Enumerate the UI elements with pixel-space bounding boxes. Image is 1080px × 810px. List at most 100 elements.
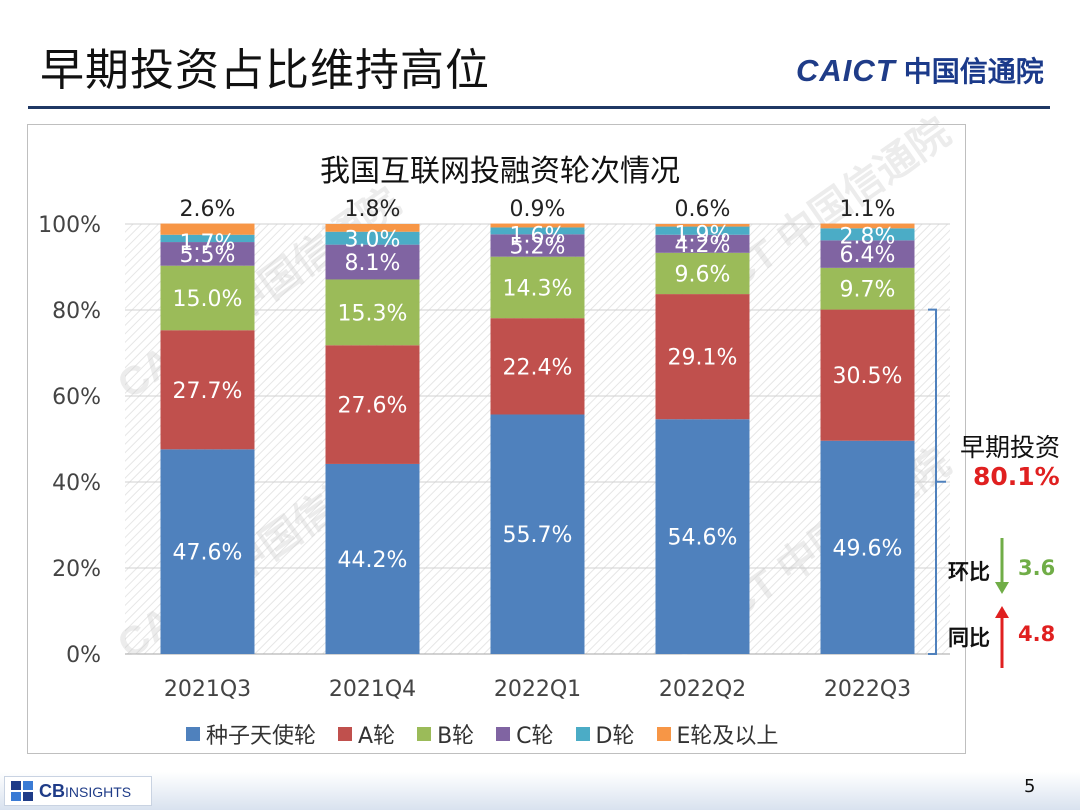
- cb-insights-mark-icon: [11, 781, 35, 801]
- cb-insights-logo: CBINSIGHTS: [4, 776, 152, 806]
- bar-segment: [490, 318, 585, 415]
- data-label: 5.2%: [510, 235, 566, 260]
- data-label: 9.6%: [675, 262, 731, 287]
- data-label: 30.5%: [833, 364, 903, 389]
- logo-text-en: CAICT: [796, 53, 896, 88]
- bar-segment: [820, 309, 915, 441]
- yoy-label: 同比: [948, 626, 990, 650]
- data-label: 1.7%: [180, 231, 236, 256]
- bar-segment: [160, 330, 255, 450]
- chart-title: 我国互联网投融资轮次情况: [320, 154, 680, 189]
- bar-segment: [490, 227, 585, 235]
- data-label: 44.2%: [338, 548, 408, 573]
- legend-label: A轮: [358, 724, 396, 749]
- data-label: 1.9%: [675, 223, 731, 248]
- data-label: 15.3%: [338, 301, 408, 326]
- legend-label: 种子天使轮: [206, 724, 317, 749]
- cb-insights-brand-suffix: INSIGHTS: [65, 783, 132, 800]
- cb-insights-text: CBINSIGHTS: [39, 781, 131, 802]
- legend-item: C轮: [496, 718, 554, 750]
- cb-insights-brand: CB: [39, 780, 65, 801]
- legend-label: E轮及以上: [676, 724, 779, 749]
- data-label: 14.3%: [503, 276, 573, 301]
- data-label: 8.1%: [345, 251, 401, 276]
- x-tick-label: 2022Q1: [494, 677, 581, 702]
- y-tick-label: 20%: [52, 557, 101, 582]
- y-tick-label: 60%: [52, 385, 101, 410]
- legend-swatch: [338, 727, 353, 741]
- bar-segment: [820, 223, 915, 229]
- data-label: 1.1%: [840, 197, 896, 222]
- bar-segment: [655, 234, 750, 253]
- bar-segment: [820, 440, 915, 654]
- bar-segment: [160, 234, 255, 243]
- y-tick-label: 80%: [52, 299, 101, 324]
- bar-segment: [655, 224, 750, 227]
- early-investment-bracket: [928, 308, 946, 655]
- y-tick-label: 40%: [52, 471, 101, 496]
- bar-segment: [490, 256, 585, 319]
- bar-segment: [160, 242, 255, 266]
- legend-label: B轮: [437, 724, 475, 749]
- footer-band: [0, 772, 1080, 810]
- legend-swatch: [417, 727, 432, 741]
- bar-segment: [325, 463, 420, 654]
- data-label: 27.7%: [173, 379, 243, 404]
- yoy-up-arrow-head-icon: [995, 606, 1009, 618]
- logo-text-cn: 中国信通院: [903, 56, 1044, 87]
- legend-label: C轮: [516, 724, 554, 749]
- data-label: 5.5%: [180, 243, 236, 268]
- bar-segment: [490, 223, 585, 228]
- title-divider: [28, 106, 1050, 109]
- bar-segment: [325, 279, 420, 346]
- qoq-label: 环比: [948, 560, 990, 584]
- data-label: 55.7%: [503, 523, 573, 548]
- x-tick-label: 2021Q4: [329, 677, 416, 702]
- data-label: 1.6%: [510, 223, 566, 248]
- bar-segment: [655, 294, 750, 420]
- bar-segment: [160, 265, 255, 331]
- y-tick-label: 0%: [66, 643, 101, 668]
- legend-item: 种子天使轮: [186, 718, 316, 750]
- data-label: 4.2%: [675, 233, 731, 258]
- bar-segment: [655, 226, 750, 235]
- legend-swatch: [186, 727, 200, 741]
- legend-swatch: [575, 727, 590, 741]
- data-label: 3.0%: [345, 228, 401, 253]
- bar-segment: [490, 234, 585, 257]
- bar-segment: [325, 231, 420, 245]
- legend-swatch: [496, 727, 511, 741]
- bar-segment: [820, 228, 915, 241]
- legend-item: E轮及以上: [656, 718, 779, 750]
- y-tick-label: 100%: [38, 213, 101, 238]
- data-label: 15.0%: [173, 287, 243, 312]
- bar-segment: [655, 419, 750, 654]
- early-investment-label: 早期投资: [960, 433, 1061, 462]
- bar-segment: [490, 414, 585, 654]
- data-label: 27.6%: [338, 394, 408, 419]
- yoy-value: 4.8: [1018, 622, 1056, 646]
- data-label: 49.6%: [833, 536, 903, 561]
- data-label: 2.8%: [840, 224, 896, 249]
- bar-segment: [325, 244, 420, 280]
- bar-segment: [160, 223, 255, 235]
- legend-item: B轮: [417, 718, 474, 750]
- chart-legend: 种子天使轮 A轮 B轮 C轮 D轮 E轮及以上: [186, 718, 778, 750]
- data-label: 54.6%: [668, 526, 738, 551]
- x-tick-label: 2022Q2: [659, 677, 746, 702]
- data-label: 1.8%: [345, 197, 401, 222]
- legend-label: D轮: [595, 724, 635, 749]
- data-label: 0.6%: [675, 197, 731, 222]
- x-tick-label: 2021Q3: [164, 677, 251, 702]
- bar-segment: [820, 240, 915, 268]
- caict-logo: CAICT 中国信通院: [796, 50, 1044, 90]
- data-label: 47.6%: [173, 541, 243, 566]
- bar-segment: [655, 252, 750, 295]
- bar-segment: [160, 449, 255, 654]
- x-tick-label: 2022Q3: [824, 677, 911, 702]
- qoq-down-arrow-head-icon: [995, 582, 1009, 594]
- data-label: 22.4%: [503, 355, 573, 380]
- page-number: 5: [1024, 776, 1036, 797]
- early-investment-value: 80.1%: [973, 462, 1060, 491]
